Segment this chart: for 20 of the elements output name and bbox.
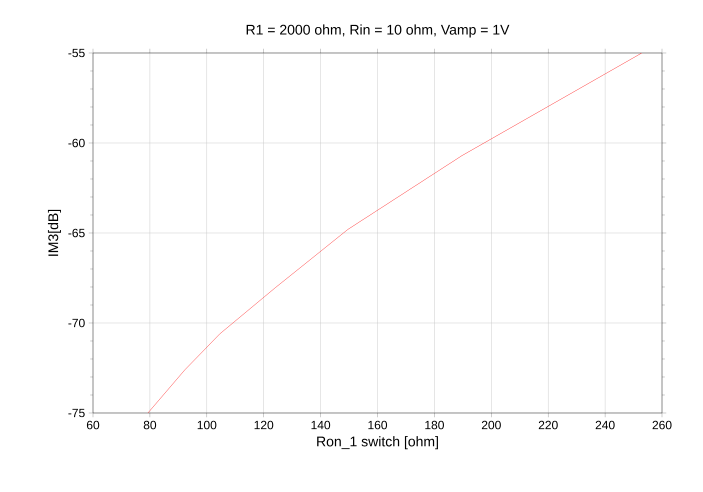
line-series — [148, 52, 642, 413]
x-tick-label: 100 — [198, 420, 216, 430]
x-tick-label: 140 — [312, 420, 330, 430]
x-tick-label: 60 — [86, 420, 100, 430]
y-tick-label: -65 — [68, 228, 85, 238]
y-tick-label: -60 — [68, 138, 85, 148]
x-tick-label: 220 — [538, 420, 558, 430]
y-tick-label: -70 — [68, 318, 85, 328]
y-tick-label: -55 — [68, 48, 85, 58]
x-tick-label: 160 — [368, 420, 388, 430]
x-tick-label: 120 — [254, 420, 274, 430]
y-tick-label: -75 — [68, 408, 85, 418]
x-tick-label: 200 — [482, 420, 501, 430]
x-tick-label: 180 — [425, 420, 444, 430]
x-axis-title: Ron_1 switch [ohm] — [317, 436, 438, 450]
x-tick-label: 240 — [596, 420, 615, 430]
x-tick-label: 260 — [652, 420, 672, 430]
chart-title: R1 = 2000 ohm, Rin = 10 ohm, Vamp = 1V — [246, 24, 510, 38]
y-axis-title: IM3[dB] — [48, 210, 61, 256]
x-tick-label: 80 — [144, 420, 156, 430]
